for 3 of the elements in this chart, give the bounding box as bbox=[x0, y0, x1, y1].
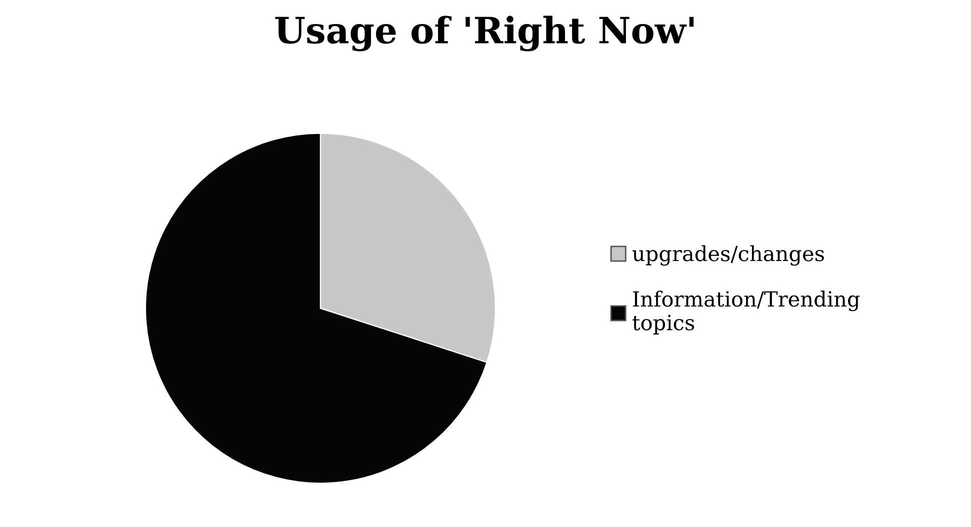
legend-label: Information/Trending topics bbox=[632, 290, 860, 334]
chart-title: Usage of 'Right Now' bbox=[275, 16, 694, 52]
legend-label: upgrades/changes bbox=[632, 245, 824, 266]
